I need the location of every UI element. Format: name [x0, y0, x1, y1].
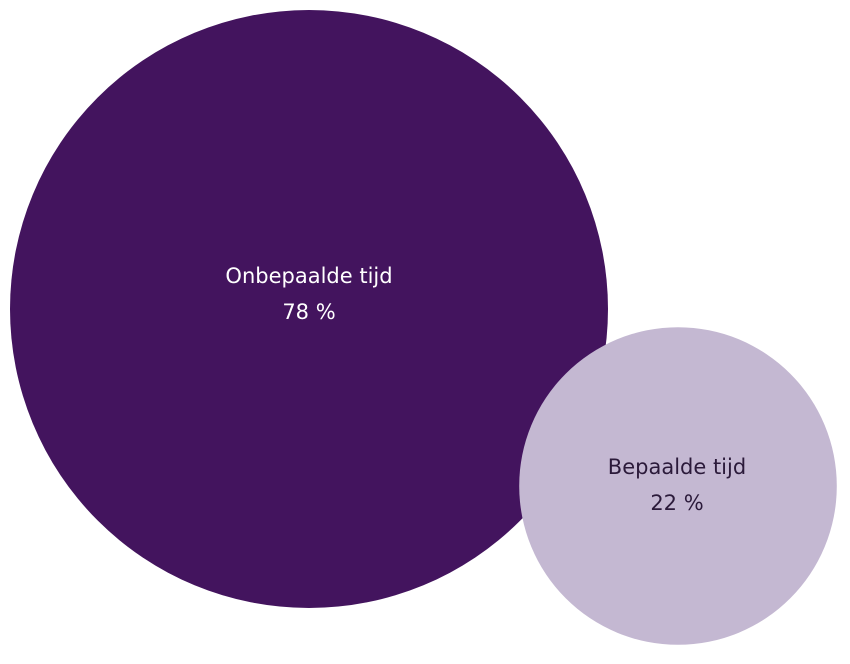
bubble-value-bepaalde-tijd: 22 % — [650, 491, 703, 515]
bubble-value-onbepaalde-tijd: 78 % — [282, 300, 335, 324]
bubble-bepaalde-tijd — [519, 327, 837, 645]
bubble-onbepaalde-tijd — [10, 10, 608, 608]
bubble-label-bepaalde-tijd: Bepaalde tijd — [608, 455, 746, 479]
bubble-label-onbepaalde-tijd: Onbepaalde tijd — [225, 264, 392, 288]
